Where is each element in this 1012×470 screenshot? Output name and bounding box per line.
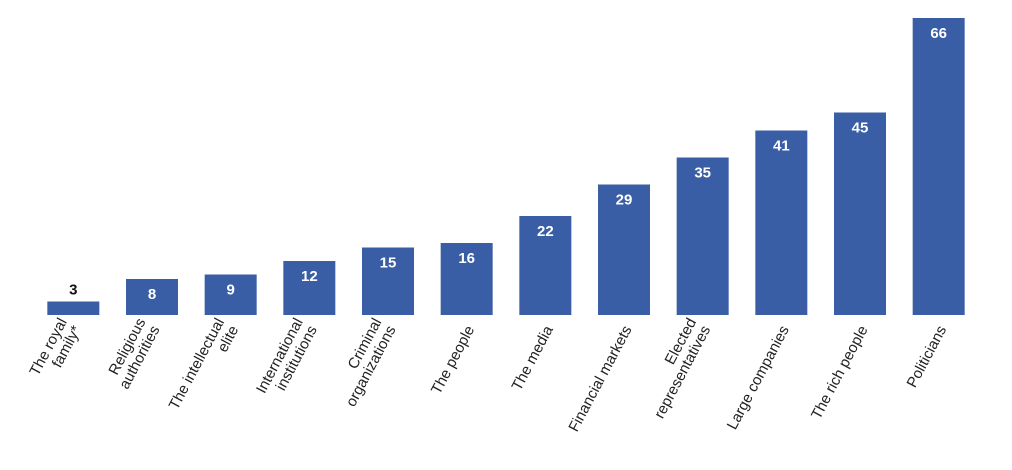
data-label: 15 [380, 255, 397, 272]
bar [519, 216, 572, 315]
bar [440, 243, 493, 315]
bar [126, 279, 178, 315]
bar [676, 157, 729, 315]
bar [755, 130, 808, 315]
x-tick-label: The media [509, 322, 558, 393]
data-label: 3 [69, 282, 77, 299]
data-label: 29 [616, 192, 633, 209]
bar [283, 261, 336, 315]
data-label: 35 [694, 165, 711, 182]
x-tick-label-line: Financial markets [565, 323, 635, 435]
bar [912, 18, 965, 315]
x-tick-label: Electedrepresentatives [637, 315, 714, 421]
data-label: 12 [301, 268, 318, 285]
x-tick-label: The intellectualelite [166, 315, 243, 420]
bar [834, 112, 886, 315]
x-tick-label-line: The media [509, 322, 558, 393]
x-tick-label: Criminalorganizations [329, 315, 400, 409]
bar [47, 301, 100, 315]
x-tick-label-line: The people [428, 323, 478, 397]
x-tick-label: Religiousauthorities [102, 315, 164, 392]
x-tick-label: The rich people [808, 323, 872, 422]
data-label: 41 [773, 138, 790, 155]
x-tick-label: Internationalinstitutions [253, 315, 321, 403]
data-label: 66 [930, 25, 947, 42]
bar [204, 274, 257, 315]
bar [362, 247, 414, 315]
x-tick-label: The royalfamily* [26, 315, 85, 386]
x-tick-label-line: The intellectual [166, 315, 228, 412]
data-label: 8 [148, 286, 156, 303]
x-tick-label-line: The rich people [808, 323, 872, 422]
data-label: 45 [852, 120, 869, 137]
x-tick-label: Politicians [903, 323, 950, 391]
x-tick-label-line: Politicians [903, 323, 950, 391]
data-label: 22 [537, 223, 554, 240]
x-tick-label: Large companies [724, 323, 793, 433]
bar [598, 184, 650, 315]
data-label: 9 [226, 282, 234, 299]
data-label: 16 [458, 250, 475, 267]
x-tick-label-line: Large companies [724, 323, 793, 433]
x-tick-label: The people [428, 323, 478, 397]
x-tick-label: Financial markets [565, 323, 635, 435]
